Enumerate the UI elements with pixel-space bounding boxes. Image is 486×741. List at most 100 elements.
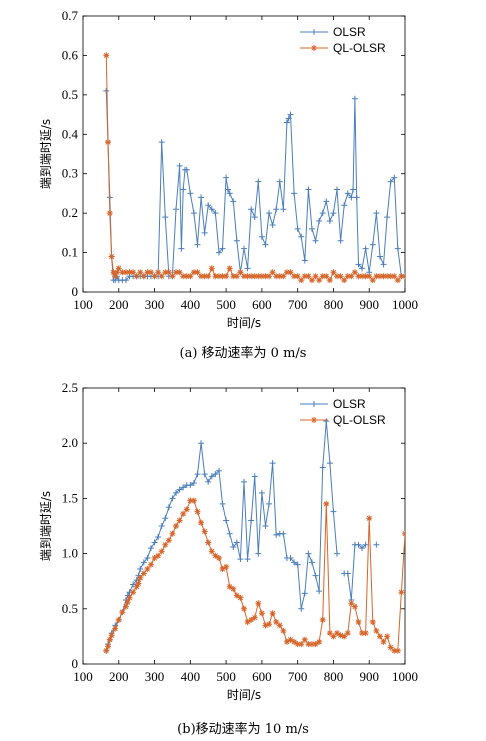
data-point-plus: [258, 233, 265, 240]
legend: OLSR QL-OLSR: [300, 397, 386, 427]
data-point-plus: [350, 186, 357, 193]
data-point-star: [276, 273, 283, 280]
data-point-plus: [205, 478, 212, 485]
x-tick-label: 900: [359, 669, 379, 684]
data-point-star: [187, 497, 194, 504]
x-tick-label: 100: [73, 297, 93, 312]
data-point-star: [190, 497, 197, 504]
legend-label: OLSR: [333, 25, 366, 39]
data-point-plus: [316, 218, 323, 225]
y-axis-label: 端到端时延/s: [39, 119, 53, 189]
data-point-star: [237, 269, 244, 276]
data-point-plus: [262, 241, 269, 248]
data-point-star: [155, 269, 162, 276]
data-point-star: [251, 614, 258, 621]
data-point-plus: [219, 245, 226, 252]
data-point-star: [341, 277, 348, 284]
data-point-plus: [341, 202, 348, 209]
data-point-plus: [205, 202, 212, 209]
data-point-plus: [323, 198, 330, 205]
data-point-star: [115, 265, 122, 272]
data-point-star: [162, 269, 169, 276]
data-point-plus: [298, 233, 305, 240]
data-point-star: [106, 636, 113, 643]
data-point-plus: [244, 265, 251, 272]
data-point-plus: [103, 87, 110, 94]
series-line: [105, 90, 405, 281]
data-point-star: [105, 139, 112, 146]
data-point-plus: [183, 166, 190, 173]
data-point-plus: [319, 210, 326, 217]
chart-a: 100 200 300 400 500 600 700 800 900 1000 0 0.1 0.2 0.…: [39, 8, 418, 361]
series-olsr: [103, 87, 405, 284]
figure-caption: (a) 移动速率为 0 m/s: [180, 345, 307, 361]
x-tick-label: 900: [359, 297, 379, 312]
data-point-plus: [362, 245, 369, 252]
data-point-plus: [362, 541, 369, 548]
data-point-star: [262, 273, 269, 280]
data-point-star: [398, 589, 405, 596]
data-point-star: [266, 621, 273, 628]
data-point-plus: [280, 530, 287, 537]
data-point-star: [362, 273, 369, 280]
data-point-star: [269, 269, 276, 276]
data-point-star: [301, 636, 308, 643]
y-tick-label: 0: [72, 656, 79, 671]
data-point-star: [180, 273, 187, 280]
data-point-star: [384, 273, 391, 280]
data-point-star: [376, 273, 383, 280]
data-point-star: [144, 269, 151, 276]
data-point-plus: [233, 539, 240, 546]
data-point-star: [316, 638, 323, 645]
data-point-star: [337, 632, 344, 639]
data-point-plus: [158, 139, 165, 146]
data-point-star: [258, 610, 265, 617]
data-point-star: [283, 269, 290, 276]
data-point-star: [244, 273, 251, 280]
x-axis-label: 时间/s: [227, 688, 261, 702]
data-point-star: [151, 555, 158, 562]
data-point-plus: [219, 500, 226, 507]
data-point-star: [305, 273, 312, 280]
data-point-star: [105, 643, 112, 650]
data-point-star: [110, 269, 117, 276]
data-point-star: [308, 641, 315, 648]
data-point-star: [212, 552, 219, 559]
data-point-plus: [226, 530, 233, 537]
data-point-plus: [194, 241, 201, 248]
data-point-star: [366, 515, 373, 522]
data-point-plus: [316, 588, 323, 595]
data-point-plus: [187, 190, 194, 197]
data-point-star: [373, 273, 380, 280]
data-point-star: [233, 592, 240, 599]
data-point-star: [241, 605, 247, 612]
data-point-star: [223, 273, 230, 280]
data-point-star: [308, 277, 315, 284]
data-point-star: [298, 641, 305, 648]
data-point-star: [155, 552, 162, 559]
data-point-star: [312, 273, 319, 280]
data-point-plus: [122, 277, 129, 284]
data-point-star: [380, 638, 387, 645]
data-point-star: [280, 627, 287, 634]
data-point-plus: [359, 265, 366, 272]
data-point-plus: [208, 206, 215, 213]
x-tick-label: 300: [145, 669, 165, 684]
data-point-star: [115, 616, 122, 623]
data-point-plus: [373, 210, 380, 217]
x-tick-label: 800: [324, 297, 344, 312]
data-point-plus: [285, 115, 292, 122]
data-point-star: [194, 269, 201, 276]
figure-caption: (b)移动速率为 10 m/s: [177, 721, 309, 737]
data-point-plus: [376, 253, 383, 260]
data-point-plus: [155, 534, 162, 541]
data-point-plus: [308, 559, 315, 566]
data-point-plus: [359, 545, 366, 552]
data-point-star: [402, 273, 405, 280]
chart-b: 100 200 300 400 500 600 700 800 900 1000 0 0.5 1.0 1.…: [39, 380, 418, 737]
x-tick-label: 700: [288, 669, 308, 684]
data-point-star: [233, 273, 240, 280]
data-point-star: [190, 269, 197, 276]
data-point-plus: [301, 257, 308, 264]
data-point-plus: [269, 221, 276, 228]
